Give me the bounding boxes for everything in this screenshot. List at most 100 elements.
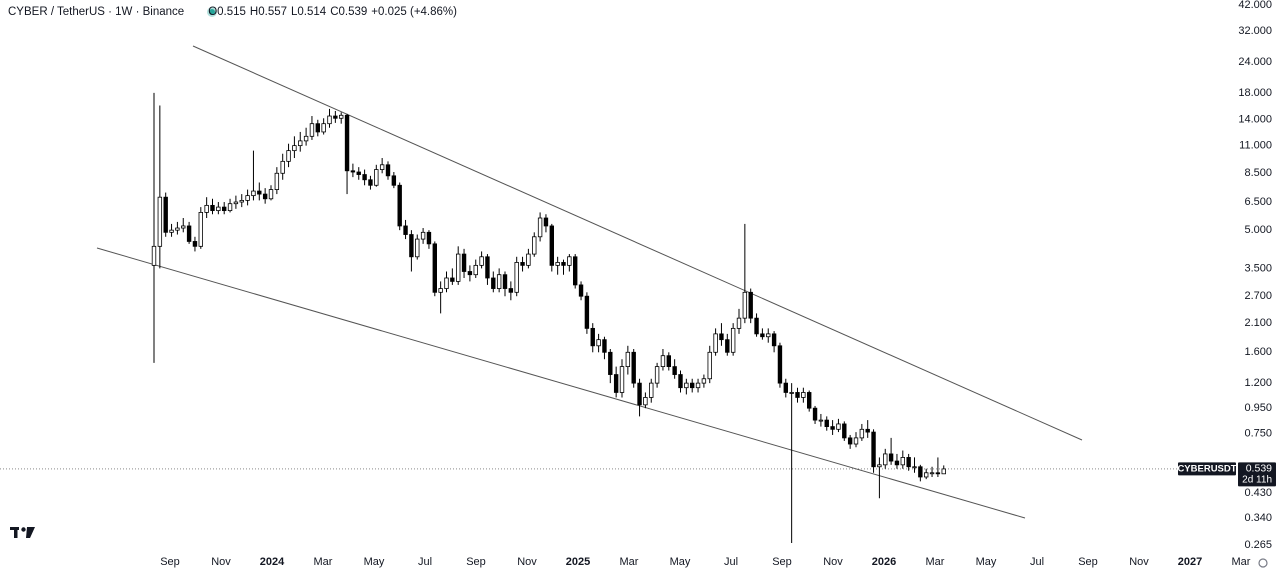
y-tick-label: 0.340 bbox=[1244, 512, 1272, 524]
candle-body bbox=[485, 256, 490, 279]
y-tick-label: 6.500 bbox=[1244, 196, 1272, 208]
candle-body bbox=[286, 150, 291, 162]
price-tag: 0.539 bbox=[1246, 463, 1272, 475]
candle-body bbox=[327, 115, 332, 125]
y-tick-label: 32.000 bbox=[1238, 25, 1272, 37]
candle bbox=[292, 136, 297, 159]
candle bbox=[532, 232, 537, 257]
candle bbox=[450, 268, 455, 285]
candle bbox=[561, 259, 566, 275]
candle-body bbox=[227, 203, 233, 212]
x-tick-label: 2027 bbox=[1178, 556, 1202, 568]
y-tick-label: 11.000 bbox=[1239, 140, 1272, 152]
candle bbox=[695, 378, 701, 393]
candle bbox=[795, 387, 800, 403]
candle-body bbox=[549, 225, 554, 266]
candle bbox=[508, 281, 514, 301]
candle bbox=[631, 348, 636, 388]
candle bbox=[368, 175, 373, 190]
candle-body bbox=[555, 262, 560, 266]
candle-body bbox=[175, 227, 180, 231]
x-tick-label: Sep bbox=[466, 556, 486, 568]
candle bbox=[707, 345, 712, 384]
candle-body bbox=[502, 274, 508, 289]
candle-body bbox=[233, 201, 239, 205]
candle bbox=[684, 378, 689, 395]
candle-body bbox=[929, 472, 935, 475]
candle-body bbox=[649, 382, 654, 398]
ohlc-value: H0.557 bbox=[250, 6, 287, 18]
candle-body bbox=[292, 145, 297, 152]
symbol-tag: CYBERUSDT bbox=[1177, 463, 1236, 474]
candle bbox=[426, 230, 432, 249]
candle-body bbox=[754, 317, 759, 335]
candle bbox=[374, 164, 379, 187]
x-tick-label: Jul bbox=[724, 556, 738, 568]
candle bbox=[830, 420, 835, 435]
candle-body bbox=[514, 262, 519, 293]
candle-body bbox=[812, 407, 818, 421]
candle-body bbox=[444, 277, 449, 289]
candle bbox=[245, 189, 250, 206]
candle bbox=[736, 308, 742, 334]
candle-body bbox=[151, 245, 157, 266]
candle-body bbox=[520, 262, 525, 266]
candle-body bbox=[379, 164, 385, 170]
candle-body bbox=[262, 193, 268, 200]
candle bbox=[204, 197, 209, 219]
candle-body bbox=[777, 345, 783, 384]
candle bbox=[672, 359, 677, 379]
candle-body bbox=[760, 333, 765, 338]
x-tick-label: Nov bbox=[517, 556, 537, 568]
candle-body bbox=[619, 366, 625, 393]
y-tick-label: 18.000 bbox=[1238, 87, 1272, 99]
candle bbox=[859, 423, 865, 441]
candle-body bbox=[362, 174, 367, 181]
candle bbox=[444, 271, 449, 293]
candle-body bbox=[690, 382, 695, 389]
candle-body bbox=[602, 339, 607, 353]
candle bbox=[818, 413, 824, 427]
candle bbox=[678, 370, 683, 393]
candle bbox=[578, 281, 584, 301]
candle-body bbox=[789, 392, 794, 394]
y-tick-label: 3.500 bbox=[1244, 262, 1272, 274]
candle bbox=[608, 348, 613, 384]
candle bbox=[181, 218, 186, 233]
candle-body bbox=[274, 172, 280, 190]
chart-title: CYBER / TetherUS · 1W · Binance bbox=[8, 6, 184, 18]
candle bbox=[321, 118, 326, 135]
candle-body bbox=[204, 204, 209, 213]
candle bbox=[338, 112, 344, 124]
candle bbox=[549, 223, 554, 272]
price-tag-bg bbox=[1238, 462, 1276, 487]
candle bbox=[210, 198, 215, 215]
settings-icon[interactable] bbox=[1258, 558, 1268, 568]
candle bbox=[654, 362, 660, 388]
candle-body bbox=[637, 382, 642, 406]
candle-body bbox=[643, 397, 648, 406]
candle-body bbox=[338, 114, 344, 119]
candle bbox=[812, 405, 818, 424]
candle-body bbox=[216, 206, 221, 212]
candle-body bbox=[625, 351, 631, 368]
candle-body bbox=[701, 378, 707, 384]
ohlc-value: +0.025 (+4.86%) bbox=[371, 6, 457, 18]
candle-body bbox=[321, 123, 326, 133]
candle-body bbox=[924, 472, 929, 478]
candle-body bbox=[181, 225, 186, 229]
candle bbox=[491, 271, 496, 293]
candle bbox=[198, 207, 203, 249]
candle-body bbox=[303, 135, 309, 142]
y-tick-label: 8.500 bbox=[1244, 167, 1272, 179]
candle bbox=[391, 172, 397, 189]
candle bbox=[690, 378, 695, 393]
candle-body bbox=[157, 196, 163, 247]
candle bbox=[760, 328, 765, 340]
candle-body bbox=[198, 212, 203, 247]
candle-body bbox=[532, 236, 537, 255]
candle-body bbox=[450, 277, 455, 282]
candle bbox=[397, 182, 402, 231]
candle bbox=[924, 468, 929, 480]
candle bbox=[766, 328, 771, 343]
